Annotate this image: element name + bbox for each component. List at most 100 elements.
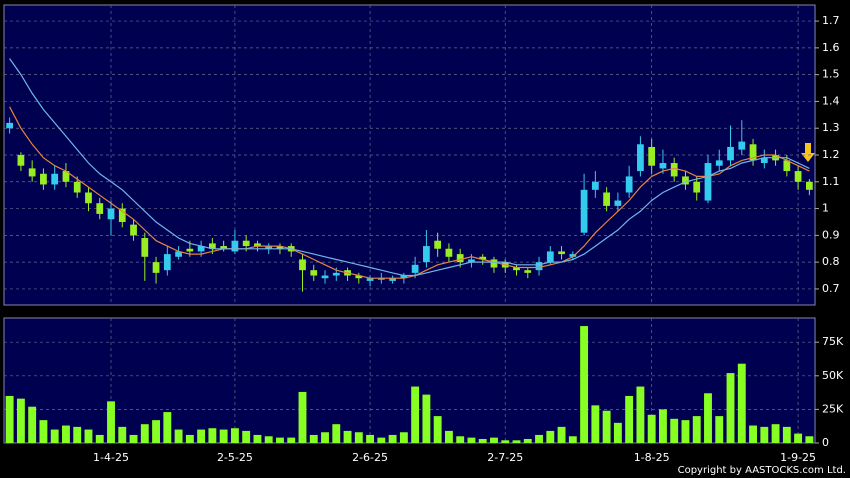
candle-body	[118, 208, 126, 222]
candle-body	[558, 251, 565, 255]
volume-bar	[50, 429, 59, 443]
volume-bar	[794, 433, 803, 443]
candle-body	[727, 146, 734, 161]
volume-bar	[411, 386, 420, 443]
candle-body	[637, 144, 644, 172]
volume-bar	[399, 432, 408, 443]
candle-body	[423, 246, 430, 263]
volume-bar	[16, 398, 25, 443]
volume-bar	[647, 414, 656, 443]
volume-bar	[692, 416, 701, 443]
volume-bar	[163, 412, 172, 443]
volume-bar	[658, 409, 667, 443]
volume-bar	[84, 429, 93, 443]
y-tick-label: 1.4	[822, 94, 840, 107]
candle-body	[377, 278, 385, 280]
x-tick-label: 1-9-25	[780, 451, 816, 464]
volume-bar	[208, 428, 217, 443]
candle-body	[670, 163, 678, 177]
volume-bar	[433, 416, 442, 443]
candle-body	[648, 146, 656, 166]
y-tick-label: 1.5	[822, 68, 840, 81]
volume-bar	[557, 426, 566, 443]
volume-bar	[737, 363, 746, 443]
candle-body	[299, 259, 306, 271]
candle-body	[163, 254, 171, 271]
volume-bar	[625, 395, 634, 443]
candle-body	[231, 240, 239, 252]
candle-body	[794, 171, 802, 182]
volume-bar	[760, 426, 769, 443]
x-tick-label: 1-8-25	[634, 451, 670, 464]
candle-body	[614, 200, 622, 206]
volume-bar	[546, 430, 555, 443]
x-tick-label: 1-4-25	[93, 451, 129, 464]
volume-bar	[354, 432, 363, 443]
candle-body	[682, 176, 689, 185]
volume-bar	[749, 425, 757, 443]
candle-body	[28, 168, 36, 177]
candle-body	[73, 181, 81, 193]
volume-bar	[242, 430, 251, 443]
volume-bar	[478, 438, 487, 443]
volume-bar	[197, 429, 206, 443]
volume-bar	[95, 434, 104, 443]
candle-body	[479, 256, 487, 260]
candle-body	[366, 278, 374, 281]
x-tick-label: 2-7-25	[487, 451, 523, 464]
volume-bar	[219, 429, 228, 443]
y-tick-label: 50K	[822, 369, 844, 382]
volume-bar	[309, 434, 318, 443]
volume-bar	[39, 420, 48, 443]
volume-bar	[287, 437, 296, 443]
volume-bar	[73, 426, 82, 443]
volume-bar	[726, 373, 735, 443]
copyright: Copyright by AASTOCKS.com Ltd.	[678, 465, 846, 476]
candle-body	[411, 264, 419, 273]
candle-body	[659, 163, 667, 169]
y-tick-label: 1.7	[822, 14, 840, 27]
volume-bar	[28, 406, 37, 443]
candle-body	[603, 192, 610, 206]
candle-body	[546, 251, 554, 263]
candle-body	[17, 155, 25, 166]
volume-bar	[366, 434, 375, 443]
candle-body	[524, 270, 532, 273]
candle-body	[220, 246, 228, 249]
candle-body	[738, 141, 746, 150]
candle-body	[468, 259, 475, 263]
candle-body	[783, 160, 791, 172]
volume-bar	[276, 437, 284, 443]
candle-body	[96, 203, 104, 214]
candle-body	[209, 243, 216, 249]
volume-bar	[377, 437, 386, 443]
candle-body	[591, 181, 599, 190]
volume-bar	[118, 426, 127, 443]
volume-bar	[715, 416, 724, 443]
candle-body	[332, 272, 340, 276]
candle-body	[51, 173, 59, 185]
candle-body	[749, 144, 757, 161]
volume-bar	[602, 410, 611, 443]
candle-body	[715, 160, 723, 166]
candle-body	[242, 240, 250, 247]
candle-body	[513, 267, 520, 271]
y-tick-label: 0	[822, 436, 829, 449]
volume-bar	[152, 420, 161, 443]
x-tick-label: 2-6-25	[352, 451, 388, 464]
volume-bar	[501, 440, 510, 443]
candle-body	[186, 248, 194, 252]
volume-bar	[185, 434, 194, 443]
y-tick-label: 0.7	[822, 282, 840, 295]
volume-bar	[523, 438, 532, 443]
volume-bar	[321, 432, 329, 443]
volume-bar	[422, 394, 431, 443]
candle-body	[355, 275, 363, 279]
candle-body	[400, 275, 408, 279]
volume-bar	[264, 436, 273, 443]
volume-bar	[140, 424, 149, 443]
y-tick-label: 25K	[822, 402, 844, 415]
candle-body	[445, 248, 453, 257]
volume-bar	[174, 429, 183, 443]
